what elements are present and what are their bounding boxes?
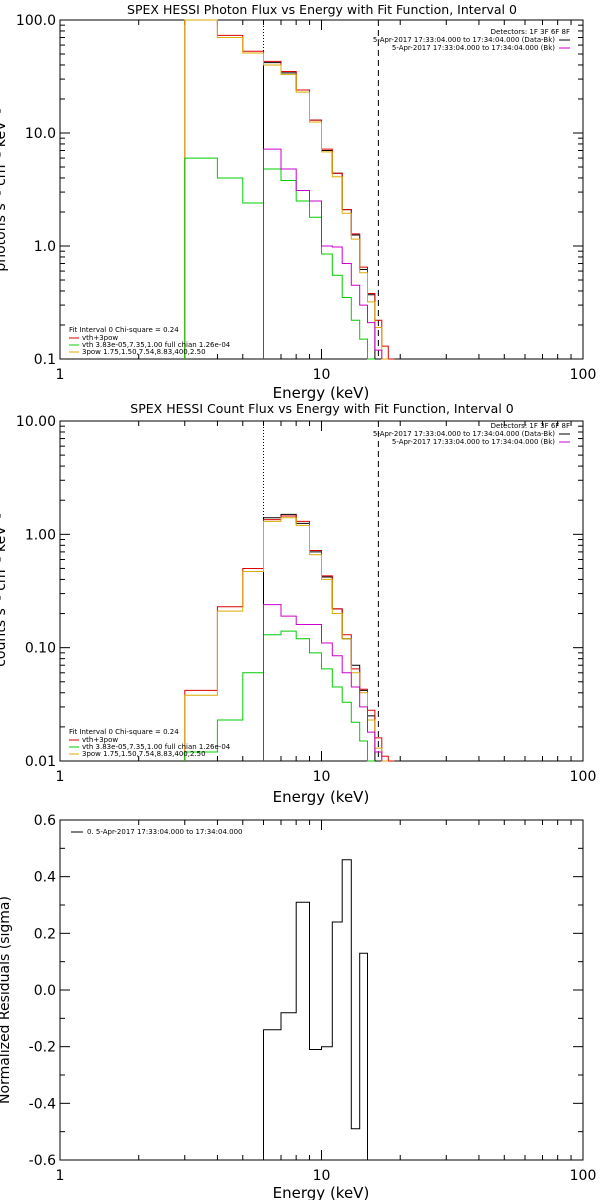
- photon-flux-fit-green: vth 3.83e-05,7.35,1.00 full chian 1.26e-…: [82, 341, 231, 349]
- residuals-legend: 0. 5-Apr-2017 17:33:04.000 to 17:34:04.0…: [71, 828, 242, 836]
- y-tick-label: 0.4: [34, 870, 56, 886]
- count-flux-detectors: Detectors: 1F 3F 6F 8F: [491, 422, 570, 430]
- y-tick-label: 1.00: [25, 527, 56, 543]
- x-tick-label: 10: [313, 769, 331, 785]
- y-tick-label: 100.0: [16, 13, 56, 29]
- y-tick-label: -0.6: [29, 1153, 56, 1169]
- x-tick-label: 10: [313, 367, 331, 383]
- count-flux-legend-data: 5-Apr-2017 17:33:04.000 to 17:34:04.000 …: [373, 430, 555, 438]
- count-flux-legend-bk: 5-Apr-2017 17:33:04.000 to 17:34:04.000 …: [392, 438, 555, 446]
- photon-flux-plot: 1 10 100 0.1 1.0 10.0 100.0: [16, 13, 596, 383]
- count-flux-ylabel: counts s⁻¹ cm⁻² keV⁻¹: [0, 513, 9, 667]
- count-flux-panel: SPEX HESSI Count Flux vs Energy with Fit…: [0, 401, 596, 806]
- plot-frame: [59, 19, 584, 360]
- y-tick-label: 0.01: [25, 754, 56, 770]
- photon-flux-fit-yellow: 3pow 1.75,1.50,7.54,8.83,400,2.50: [82, 348, 206, 356]
- residuals-plot: 1 10 100 -0.6 -0.4 -0.2 0.0 0.2 0.4 0.6: [29, 813, 597, 1184]
- plot-frame: [59, 420, 584, 762]
- residuals-xlabel: Energy (keV): [273, 1184, 370, 1200]
- count-flux-xlabel: Energy (keV): [273, 788, 370, 806]
- series-line-3: [184, 630, 375, 762]
- y-tick-label: 0.1: [34, 352, 56, 368]
- count-flux-fit-header: Fit Interval 0 Chi-square = 0.24: [69, 728, 179, 736]
- x-tick-label: 100: [570, 769, 597, 785]
- x-tick-label: 10: [313, 1168, 331, 1184]
- series-line-2: [184, 517, 389, 762]
- photon-flux-legend-data: 5-Apr-2017 17:33:04.000 to 17:34:04.000 …: [373, 36, 555, 44]
- x-tick-label: 1: [56, 769, 65, 785]
- y-tick-label: 0.0: [34, 983, 56, 999]
- series-line-4: [263, 604, 383, 761]
- series-line-0: [263, 513, 376, 761]
- photon-flux-fit-red: vth+3pow: [82, 334, 118, 342]
- x-tick-label: 100: [570, 367, 597, 383]
- series-line-4: [263, 148, 383, 359]
- x-tick-label: 100: [570, 1168, 597, 1184]
- residuals-legend-label: 0. 5-Apr-2017 17:33:04.000 to 17:34:04.0…: [87, 828, 242, 836]
- series-line-0: [263, 62, 376, 359]
- count-flux-plot: 1 10 100 0.01 0.10 1.00 10.00: [16, 414, 596, 785]
- y-tick-label: 0.10: [25, 641, 56, 657]
- count-flux-fit-red: vth+3pow: [82, 736, 118, 744]
- series-line-3: [184, 157, 375, 360]
- series-line-2: [184, 19, 389, 360]
- series-line-1: [184, 515, 395, 762]
- plot-frame: [59, 819, 584, 1161]
- count-flux-fit-yellow: 3pow 1.75,1.50,7.54,8.83,400,2.50: [82, 750, 206, 758]
- photon-flux-fit-header: Fit Interval 0 Chi-square = 0.24: [69, 326, 179, 334]
- photon-flux-panel: SPEX HESSI Photon Flux vs Energy with Fi…: [0, 2, 596, 402]
- residuals-ylabel: Normalized Residuals (sigma): [0, 896, 13, 1104]
- photon-flux-info: Detectors: 1F 3F 6F 8F 5-Apr-2017 17:33:…: [69, 28, 570, 356]
- x-tick-label: 1: [56, 367, 65, 383]
- y-tick-label: -0.2: [29, 1040, 56, 1056]
- y-tick-label: 10.0: [25, 126, 56, 142]
- photon-flux-detectors: Detectors: 1F 3F 6F 8F: [491, 28, 570, 36]
- count-flux-title: SPEX HESSI Count Flux vs Energy with Fit…: [130, 401, 513, 416]
- y-tick-label: 0.6: [34, 813, 56, 829]
- x-tick-label: 1: [56, 1168, 65, 1184]
- photon-flux-xlabel: Energy (keV): [273, 384, 370, 402]
- series-line-1: [184, 19, 395, 360]
- count-flux-info: Detectors: 1F 3F 6F 8F 5-Apr-2017 17:33:…: [69, 422, 570, 758]
- y-tick-label: 1.0: [34, 239, 56, 255]
- series-line-0: [263, 859, 379, 1161]
- y-tick-label: 0.2: [34, 926, 56, 942]
- y-tick-label: -0.4: [29, 1096, 56, 1112]
- y-tick-label: 10.00: [16, 414, 56, 430]
- photon-flux-title: SPEX HESSI Photon Flux vs Energy with Fi…: [127, 2, 517, 17]
- photon-flux-legend-bk: 5-Apr-2017 17:33:04.000 to 17:34:04.000 …: [392, 44, 555, 52]
- photon-flux-ylabel: photons s⁻¹ cm⁻² keV⁻¹: [0, 108, 9, 271]
- residuals-panel: Energy (keV) Normalized Residuals (sigma…: [0, 813, 596, 1200]
- count-flux-fit-green: vth 3.83e-05,7.35,1.00 full chian 1.26e-…: [82, 743, 231, 751]
